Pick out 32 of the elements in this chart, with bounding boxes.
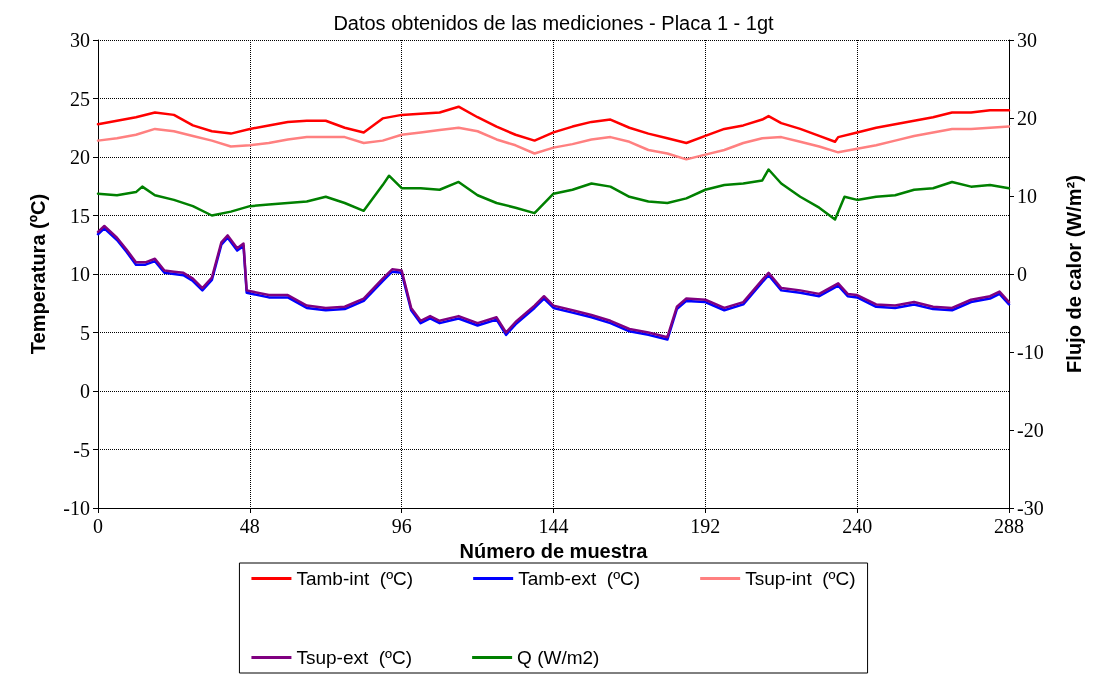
legend-label: Tsup-ext (ºC) [296,647,413,668]
x-tick-label: 96 [391,515,412,537]
line-series [96,125,1011,161]
legend-label: Q (W/m2) [517,647,600,668]
y2-tick-label: -20 [1017,419,1044,441]
chart-title: Datos obtenidos de las mediciones - Placa 1 - 1gt [333,12,775,34]
x-tick-label: 240 [842,515,873,537]
y-tick-label: -10 [63,497,90,519]
y-tick-label: 10 [70,263,90,285]
y2-tick-label: 30 [1017,29,1037,51]
y2-tick-label: 0 [1017,263,1027,285]
y2-tick-label: 10 [1017,185,1037,207]
x-tick-label: 48 [239,515,260,537]
y2-tick-label: 20 [1017,107,1037,129]
line-series [96,168,1011,221]
line-series [96,105,1011,145]
y-axis-title: Temperatura (ºC) [27,193,49,355]
y2-axis-title: Flujo de calor (W/m²) [1063,175,1085,373]
legend-label: Tamb-ext (ºC) [518,568,641,589]
y2-tick-label: -10 [1017,341,1044,363]
y-tick-label: 20 [70,146,90,168]
y-tick-label: 5 [80,321,90,344]
x-tick-label: 144 [538,515,569,537]
y-tick-label: 30 [70,29,90,51]
y-tick-label: 15 [70,204,90,227]
x-axis-title: Número de muestra [459,539,649,562]
legend-label: Tamb-int (ºC) [296,568,414,589]
y-tick-label: 0 [80,380,90,402]
legend-label: Tsup-int (ºC) [745,568,856,589]
x-tick-label: 192 [690,515,721,537]
y-tick-label: -5 [73,438,90,461]
y-tick-label: 25 [70,87,90,110]
